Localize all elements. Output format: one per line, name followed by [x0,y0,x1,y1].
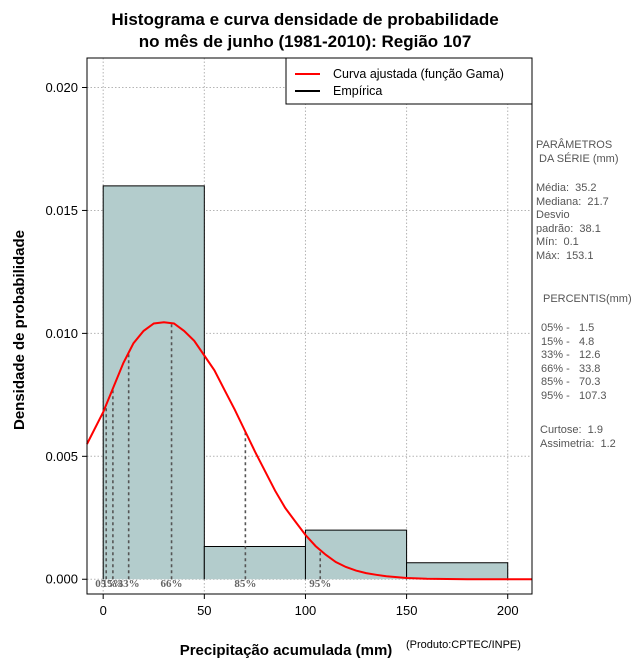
legend: Curva ajustada (função Gama) Empírica [285,57,533,105]
x-tick-label: 100 [295,603,317,618]
y-tick-label: 0.000 [45,572,78,587]
empirical-outline [304,529,408,580]
x-tick-label: 200 [497,603,519,618]
percentile-label: 33% [118,578,140,590]
series-parameters-header: PARÂMETROS DA SÉRIE (mm) [536,139,619,165]
percentile-label: 85% [234,578,256,590]
shape-statistics: Curtose: 1.9 Assimetria: 1.2 [540,424,616,450]
legend-box [285,57,533,105]
percentile-label: 15% [102,578,124,590]
x-tick-label: 50 [197,603,211,618]
percentile-label: 05% [95,578,117,590]
x-tick-label: 0 [100,603,107,618]
empirical-outline [102,185,205,580]
y-tick-label: 0.005 [45,449,78,464]
y-tick-label: 0.015 [45,203,78,218]
chart-title-line2: no mês de junho (1981-2010): Região 107 [139,32,472,51]
percentile-markers: 05%15%33% 66% 85% 95% [95,323,331,590]
credit-label: (Produto:CPTEC/INPE) [406,639,521,651]
percentiles-list: 05% - 1.5 15% - 4.8 33% - 12.6 66% - 33.… [541,322,607,402]
x-axis-ticks: 0 50 100 150 200 [100,594,519,618]
legend-label-fitted: Curva ajustada (função Gama) [333,67,504,81]
legend-label-empirical: Empírica [333,84,382,98]
x-tick-label: 150 [396,603,418,618]
empirical-outline [406,562,509,580]
fitted-gamma-curve [86,321,532,581]
histogram-bar [103,185,205,580]
y-tick-label: 0.010 [45,326,78,341]
percentiles-header: PERCENTIS(mm) [543,293,632,305]
percentile-label: 66% [161,578,183,590]
histogram-bar [204,546,306,580]
y-axis-ticks: 0.000 0.005 0.010 0.015 0.020 [45,80,87,587]
y-axis-label: Densidade de probabilidade [11,230,28,430]
chart-title-line1: Histograma e curva densidade de probabil… [111,10,498,29]
y-tick-label: 0.020 [45,80,78,95]
x-axis-label: Precipitação acumulada (mm) [180,642,393,659]
histogram-bar [406,562,508,580]
histogram-bars [102,185,509,580]
percentile-label: 95% [309,578,331,590]
series-parameters: Média: 35.2 Mediana: 21.7 Desvio padrão:… [536,182,609,262]
